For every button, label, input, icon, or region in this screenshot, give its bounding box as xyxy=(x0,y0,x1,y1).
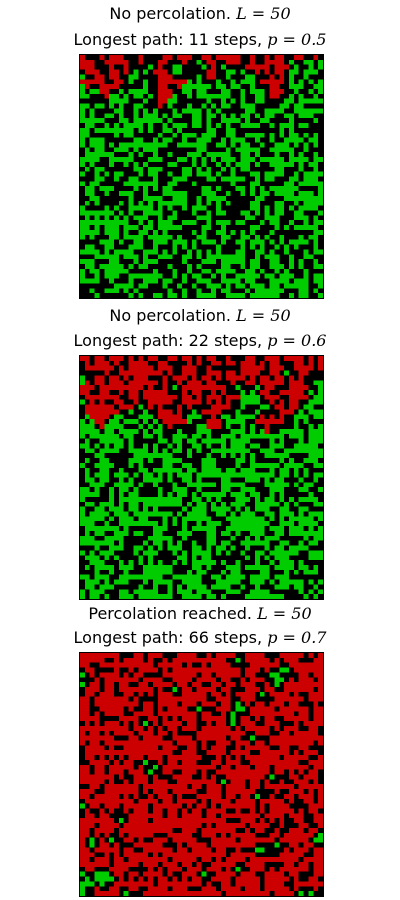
chart-title-line2: Longest path: 11 steps, p = 0.5 xyxy=(0,30,400,50)
chart-title-line1: No percolation. L = 50 xyxy=(0,4,400,24)
percolation-grid-1 xyxy=(79,54,324,299)
probability-label: p = 0.6 xyxy=(267,331,327,350)
lattice-size: L = 50 xyxy=(236,306,291,325)
lattice-size: L = 50 xyxy=(236,4,291,23)
percolation-heatmap-3 xyxy=(80,653,323,896)
lattice-size: L = 50 xyxy=(257,604,312,623)
longest-path-label: Longest path: 66 steps, xyxy=(73,628,263,647)
chart-title-line2: Longest path: 22 steps, p = 0.6 xyxy=(0,331,400,351)
longest-path-label: Longest path: 11 steps, xyxy=(73,30,263,49)
chart-title-line1: No percolation. L = 50 xyxy=(0,306,400,326)
percolation-status: Percolation reached. xyxy=(88,604,252,623)
percolation-heatmap-2 xyxy=(80,356,323,599)
chart-title-line1: Percolation reached. L = 50 xyxy=(0,604,400,624)
percolation-heatmap-1 xyxy=(80,55,323,298)
probability-label: p = 0.5 xyxy=(267,30,327,49)
percolation-grid-2 xyxy=(79,355,324,600)
percolation-grid-3 xyxy=(79,652,324,897)
longest-path-label: Longest path: 22 steps, xyxy=(73,331,263,350)
chart-title-line2: Longest path: 66 steps, p = 0.7 xyxy=(0,628,400,648)
percolation-status: No percolation. xyxy=(109,4,231,23)
probability-label: p = 0.7 xyxy=(267,628,327,647)
percolation-status: No percolation. xyxy=(109,306,231,325)
